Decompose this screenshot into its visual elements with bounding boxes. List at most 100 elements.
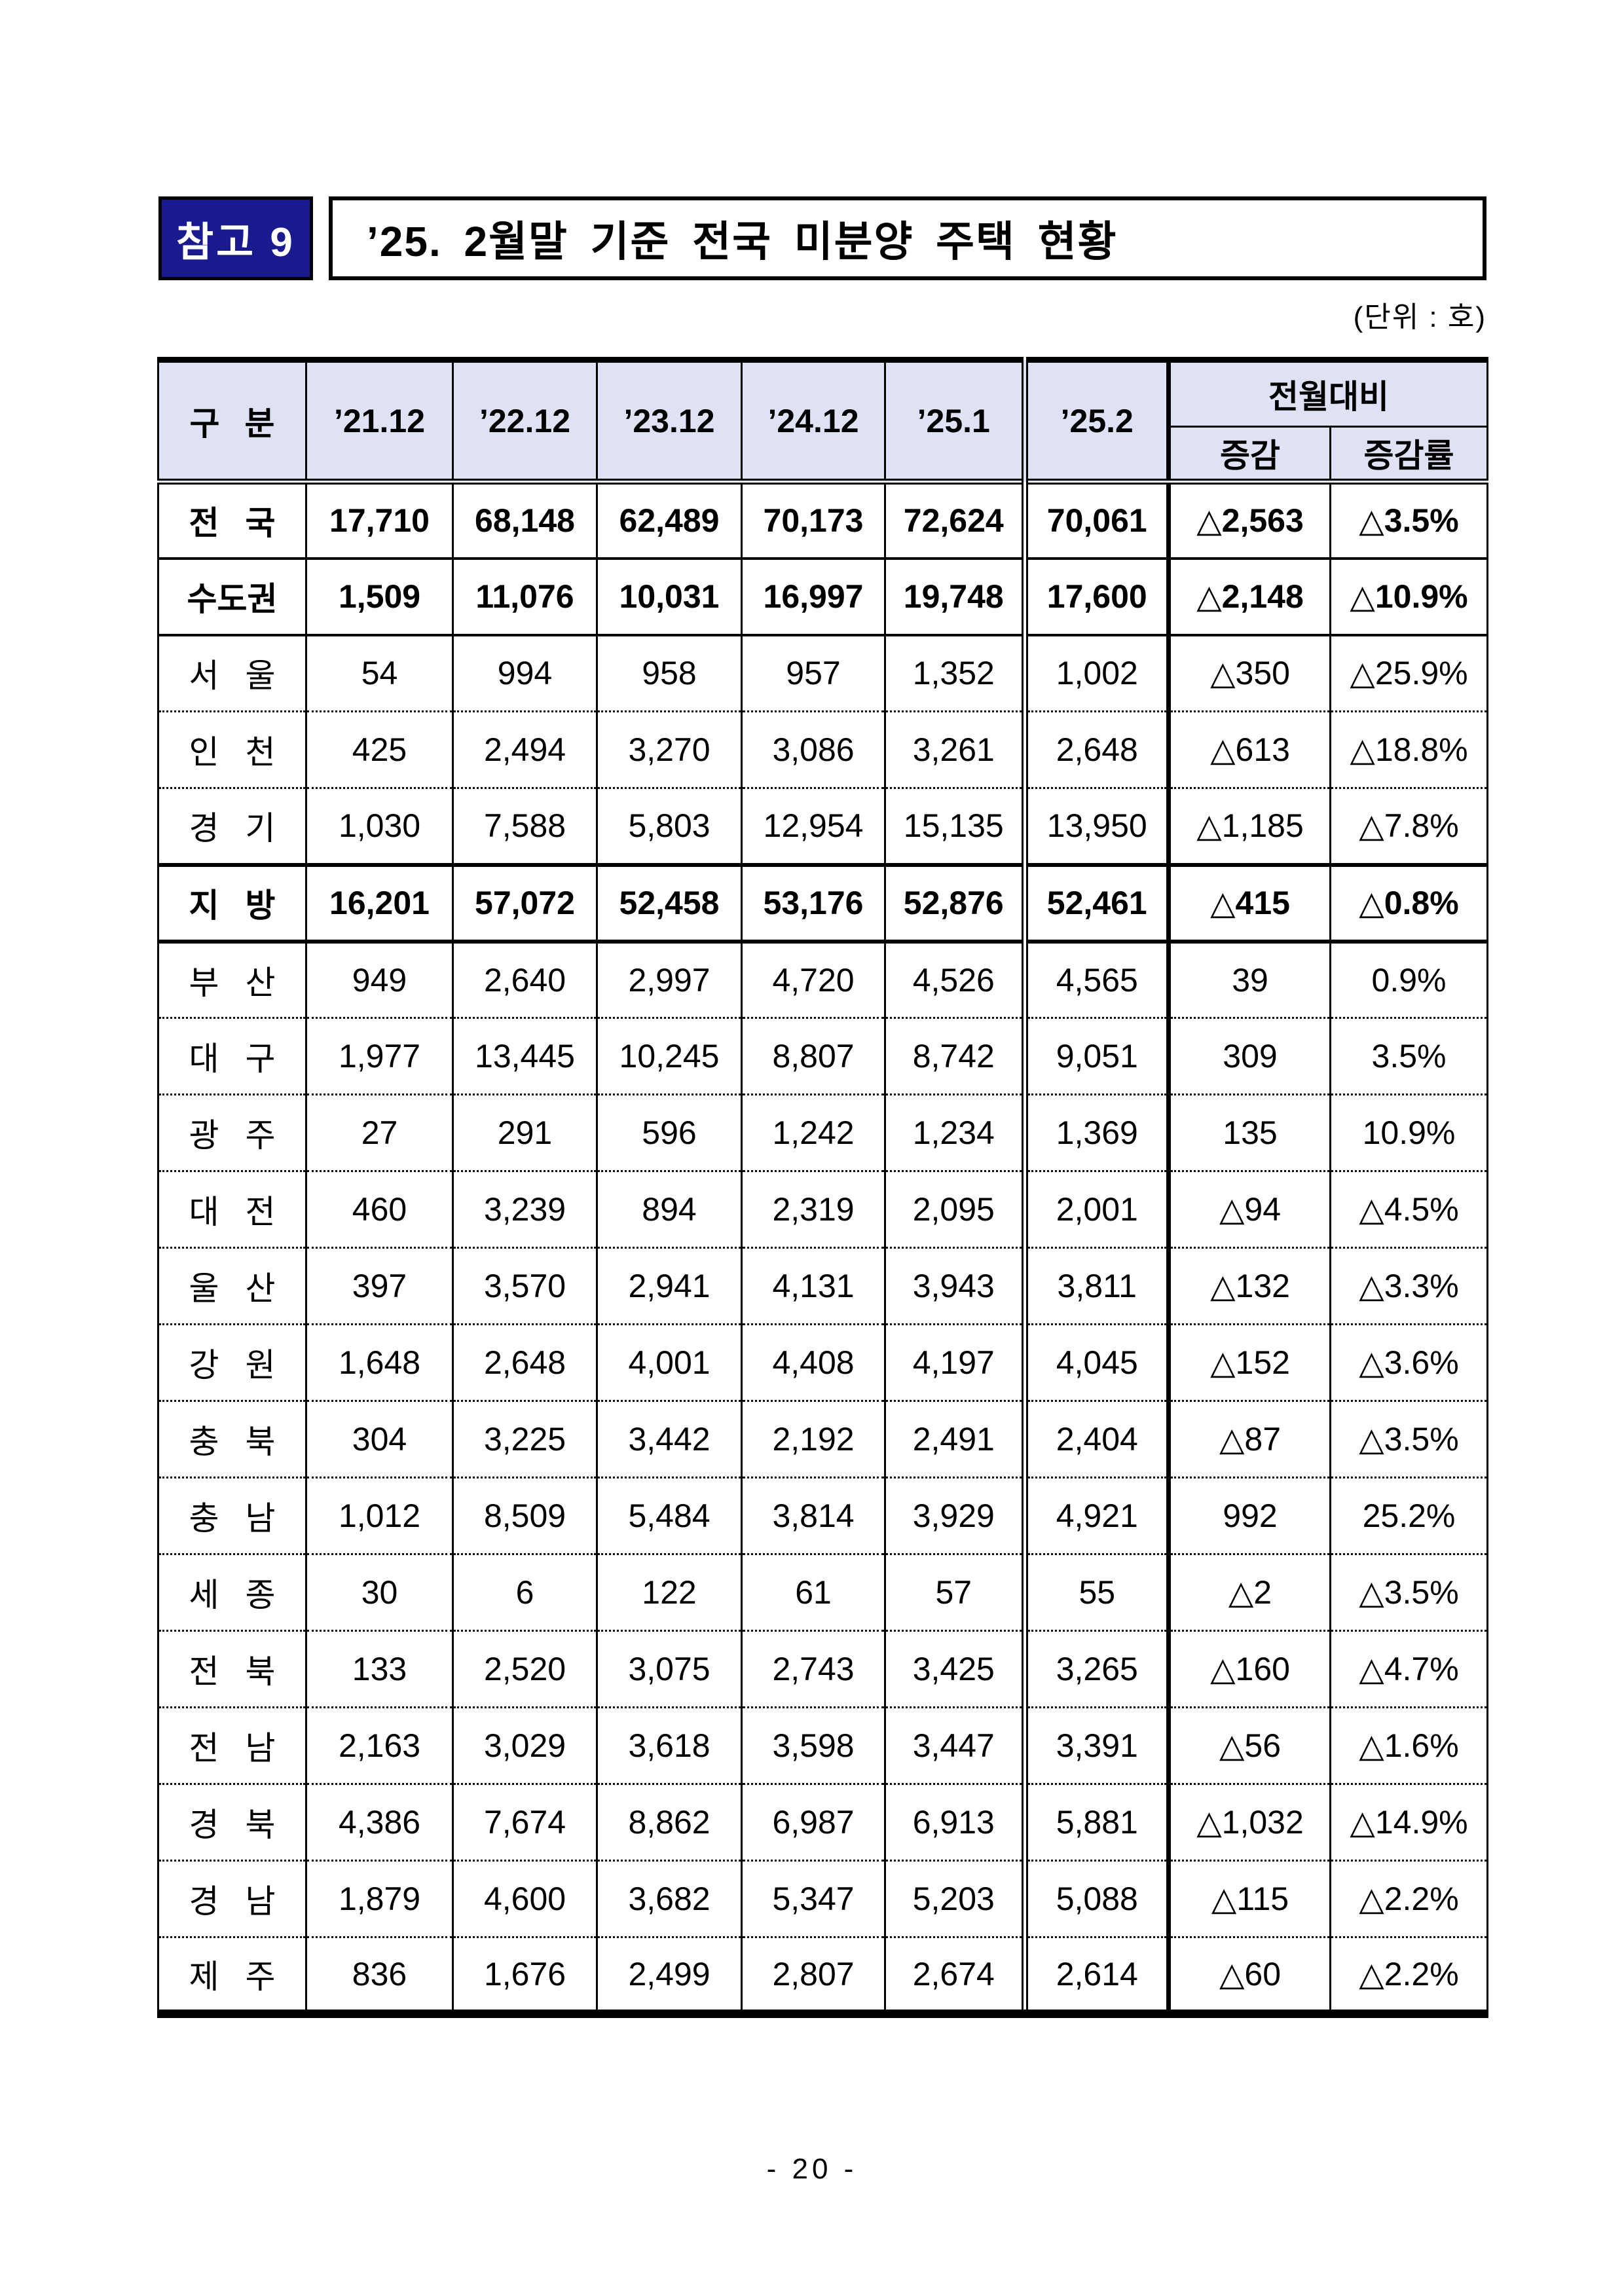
document-title: ’25. 2월말 기준 전국 미분양 주택 현황 <box>367 218 1118 265</box>
subcolumn-header-change-rate: 증감률 <box>1329 426 1488 485</box>
value-cell: △3.5% <box>1329 481 1488 560</box>
value-cell: 3,618 <box>596 1707 742 1785</box>
column-header-2412: ’24.12 <box>741 359 885 485</box>
value-cell: 4,197 <box>884 1324 1025 1402</box>
value-cell: 8,509 <box>452 1477 597 1555</box>
table-row: 경 북 4,386 7,674 8,862 6,987 6,913 5,881 △1,032 △… <box>157 1784 1488 1862</box>
table-row: 충 북 304 3,225 3,442 2,192 2,491 2,404 △87 △3.5% <box>157 1401 1488 1478</box>
value-cell: 25.2% <box>1329 1477 1488 1555</box>
table-body: 전 국 17,710 68,148 62,489 70,173 72,624 70,061 △… <box>157 481 1488 2014</box>
region-label: 광 주 <box>157 1094 306 1172</box>
value-cell: 3,261 <box>884 711 1025 789</box>
region-label: 울 산 <box>157 1247 306 1325</box>
value-cell: 10.9% <box>1329 1094 1488 1172</box>
value-cell: 52,461 <box>1021 864 1169 944</box>
value-cell: 1,509 <box>305 558 453 636</box>
table-row: 서 울 54 994 958 957 1,352 1,002 △350 △25.9% <box>157 634 1488 712</box>
value-cell: △87 <box>1166 1401 1331 1478</box>
value-cell: △613 <box>1166 711 1331 789</box>
value-cell: 30 <box>305 1554 453 1632</box>
region-label: 지 방 <box>157 864 306 944</box>
value-cell: 16,997 <box>741 558 885 636</box>
value-cell: 957 <box>741 634 885 712</box>
value-cell: 8,742 <box>884 1018 1025 1095</box>
value-cell: 0.9% <box>1329 941 1488 1019</box>
subcolumn-header-change: 증감 <box>1166 426 1331 485</box>
value-cell: 57,072 <box>452 864 597 944</box>
value-cell: 55 <box>1021 1554 1169 1632</box>
table-row: 전 국 17,710 68,148 62,489 70,173 72,624 70,061 △… <box>157 481 1488 560</box>
value-cell: 39 <box>1166 941 1331 1019</box>
value-cell: 3,943 <box>884 1247 1025 1325</box>
value-cell: 3,029 <box>452 1707 597 1785</box>
value-cell: 2,640 <box>452 941 597 1019</box>
value-cell: 309 <box>1166 1018 1331 1095</box>
value-cell: 7,588 <box>452 788 597 867</box>
value-cell: △14.9% <box>1329 1784 1488 1862</box>
value-cell: 992 <box>1166 1477 1331 1555</box>
value-cell: 3,811 <box>1021 1247 1169 1325</box>
value-cell: 4,921 <box>1021 1477 1169 1555</box>
value-cell: 5,881 <box>1021 1784 1169 1862</box>
value-cell: 3,086 <box>741 711 885 789</box>
value-cell: 5,347 <box>741 1860 885 1938</box>
value-cell: 62,489 <box>596 481 742 560</box>
value-cell: △56 <box>1166 1707 1331 1785</box>
table-row: 경 기 1,030 7,588 5,803 12,954 15,135 13,950 △1,1… <box>157 788 1488 867</box>
value-cell: 2,941 <box>596 1247 742 1325</box>
value-cell: 57 <box>884 1554 1025 1632</box>
value-cell: 2,807 <box>741 1937 885 2014</box>
value-cell: 3,598 <box>741 1707 885 1785</box>
value-cell: 894 <box>596 1171 742 1249</box>
value-cell: 2,491 <box>884 1401 1025 1478</box>
value-cell: 133 <box>305 1630 453 1708</box>
value-cell: 6,913 <box>884 1784 1025 1862</box>
value-cell: 1,242 <box>741 1094 885 1172</box>
table-row: 충 남 1,012 8,509 5,484 3,814 3,929 4,921 992 25.2… <box>157 1477 1488 1555</box>
region-label: 대 전 <box>157 1171 306 1249</box>
unsold-housing-table: 구 분 ’21.12 ’22.12 ’23.12 ’24.12 ’25.1 ’2… <box>157 357 1488 2018</box>
value-cell: 2,614 <box>1021 1937 1169 2014</box>
value-cell: △4.7% <box>1329 1630 1488 1708</box>
value-cell: 4,045 <box>1021 1324 1169 1402</box>
value-cell: △132 <box>1166 1247 1331 1325</box>
value-cell: △2,148 <box>1166 558 1331 636</box>
value-cell: △152 <box>1166 1324 1331 1402</box>
region-label: 부 산 <box>157 941 306 1019</box>
table-row: 전 남 2,163 3,029 3,618 3,598 3,447 3,391 △56 △1.6… <box>157 1707 1488 1785</box>
value-cell: 3,225 <box>452 1401 597 1478</box>
value-cell: 5,484 <box>596 1477 742 1555</box>
header-row-1: 구 분 ’21.12 ’22.12 ’23.12 ’24.12 ’25.1 ’2… <box>157 359 1488 485</box>
value-cell: 2,648 <box>1021 711 1169 789</box>
value-cell: 2,494 <box>452 711 597 789</box>
table-row: 제 주 836 1,676 2,499 2,807 2,674 2,614 △60 △2.2% <box>157 1937 1488 2014</box>
region-label: 전 북 <box>157 1630 306 1708</box>
table-row: 대 전 460 3,239 894 2,319 2,095 2,001 △94 △4.5% <box>157 1171 1488 1249</box>
value-cell: 52,876 <box>884 864 1025 944</box>
value-cell: 10,031 <box>596 558 742 636</box>
value-cell: 4,720 <box>741 941 885 1019</box>
value-cell: 53,176 <box>741 864 885 944</box>
value-cell: 3,929 <box>884 1477 1025 1555</box>
value-cell: △3.5% <box>1329 1401 1488 1478</box>
table-row: 광 주 27 291 596 1,242 1,234 1,369 135 10.9% <box>157 1094 1488 1172</box>
value-cell: 5,088 <box>1021 1860 1169 1938</box>
value-cell: △1,032 <box>1166 1784 1331 1862</box>
value-cell: 3,239 <box>452 1171 597 1249</box>
region-label: 인 천 <box>157 711 306 789</box>
value-cell: 3,570 <box>452 1247 597 1325</box>
value-cell: 958 <box>596 634 742 712</box>
value-cell: 1,234 <box>884 1094 1025 1172</box>
value-cell: 1,352 <box>884 634 1025 712</box>
value-cell: △2.2% <box>1329 1860 1488 1938</box>
value-cell: 291 <box>452 1094 597 1172</box>
value-cell: 3,265 <box>1021 1630 1169 1708</box>
value-cell: 3.5% <box>1329 1018 1488 1095</box>
value-cell: 2,743 <box>741 1630 885 1708</box>
value-cell: △94 <box>1166 1171 1331 1249</box>
value-cell: 4,131 <box>741 1247 885 1325</box>
region-label: 경 기 <box>157 788 306 867</box>
region-label: 서 울 <box>157 634 306 712</box>
table-container: 구 분 ’21.12 ’22.12 ’23.12 ’24.12 ’25.1 ’2… <box>157 357 1488 2018</box>
group-header-month-over-month: 전월대비 <box>1166 359 1488 428</box>
